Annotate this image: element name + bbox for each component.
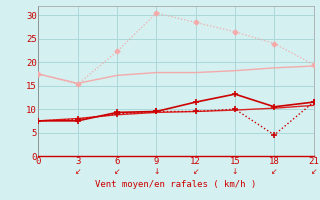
Text: ↓: ↓ (153, 167, 160, 176)
Text: ↙: ↙ (75, 167, 81, 176)
Text: ↙: ↙ (271, 167, 277, 176)
Text: ↓: ↓ (232, 167, 238, 176)
X-axis label: Vent moyen/en rafales ( km/h ): Vent moyen/en rafales ( km/h ) (95, 180, 257, 189)
Text: ↙: ↙ (192, 167, 199, 176)
Text: ↙: ↙ (114, 167, 120, 176)
Text: ↙: ↙ (310, 167, 317, 176)
